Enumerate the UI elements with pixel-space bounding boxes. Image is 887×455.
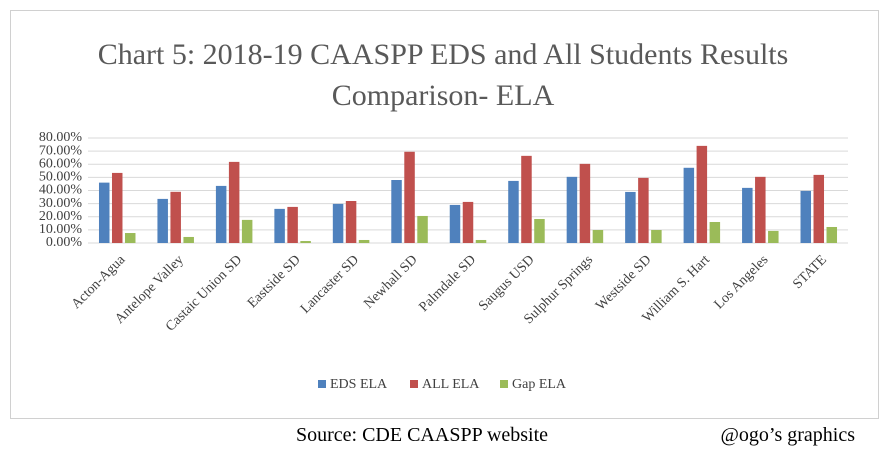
bar <box>241 219 253 243</box>
x-tick-label: Eastside SD <box>245 252 304 311</box>
x-tick-label: Acton-Agua <box>69 252 129 312</box>
bar <box>521 155 532 243</box>
bar <box>391 180 402 243</box>
bar <box>592 230 604 243</box>
y-tick-label: 10.00% <box>39 222 83 237</box>
x-tick-label: Saugus USD <box>476 252 537 313</box>
y-tick-label: 20.00% <box>39 209 83 224</box>
y-tick-label: 70.00% <box>39 143 83 158</box>
bar <box>215 185 227 243</box>
bar <box>332 203 344 243</box>
y-tick-label: 50.00% <box>39 170 83 185</box>
x-tick-label: STATE <box>790 252 830 292</box>
legend-label: ALL ELA <box>422 377 480 392</box>
x-tick-label: Westside SD <box>593 252 654 313</box>
bar <box>157 198 168 243</box>
legend-label: Gap ELA <box>512 377 567 392</box>
bar <box>417 215 428 243</box>
x-tick-label: Newhall SD <box>361 252 420 311</box>
chart-title: Chart 5: 2018-19 CAASPP EDS and All Stud… <box>97 38 789 112</box>
bar <box>534 218 545 243</box>
bar <box>638 177 649 243</box>
chart: 0.00%10.00%20.00%30.00%40.00%50.00%60.00… <box>39 130 848 392</box>
y-tick-label: 0.00% <box>46 235 83 250</box>
bar <box>274 208 285 243</box>
bar <box>228 161 240 243</box>
bar <box>768 230 779 243</box>
bar <box>709 222 721 243</box>
bar <box>358 239 370 243</box>
legend-swatch <box>410 380 418 388</box>
bar <box>800 190 812 243</box>
bar <box>755 176 766 243</box>
bar <box>287 206 298 243</box>
bar <box>475 239 487 243</box>
y-tick-label: 80.00% <box>39 130 83 145</box>
bar <box>449 204 461 243</box>
legend-swatch <box>500 380 508 388</box>
bar <box>183 236 194 243</box>
bar <box>696 145 708 243</box>
bar <box>742 187 753 243</box>
y-tick-label: 40.00% <box>39 183 83 198</box>
bar <box>813 174 825 243</box>
x-tick-label: Los Angeles <box>712 252 772 312</box>
bar <box>124 233 136 243</box>
credit: @ogo’s graphics <box>720 424 855 446</box>
bar <box>300 241 311 243</box>
legend-swatch <box>318 380 326 388</box>
y-tick-label: 60.00% <box>39 156 83 171</box>
bar <box>508 180 519 243</box>
bar <box>651 230 662 243</box>
chart-frame <box>10 10 879 419</box>
bar <box>98 182 110 243</box>
bar <box>170 191 181 243</box>
bar <box>683 167 695 243</box>
bar <box>111 172 123 243</box>
bar <box>566 176 578 243</box>
bar <box>404 151 415 243</box>
x-tick-label: Lancaster SD <box>298 252 362 316</box>
source: Source: CDE CAASPP website <box>296 424 549 446</box>
bar <box>625 191 636 243</box>
bar <box>579 163 591 243</box>
bar <box>826 226 838 243</box>
y-tick-label: 30.00% <box>39 196 83 211</box>
x-tick-label: Palmdale SD <box>417 252 480 315</box>
legend-label: EDS ELA <box>330 377 388 392</box>
bar <box>462 201 474 243</box>
bar <box>345 201 357 243</box>
